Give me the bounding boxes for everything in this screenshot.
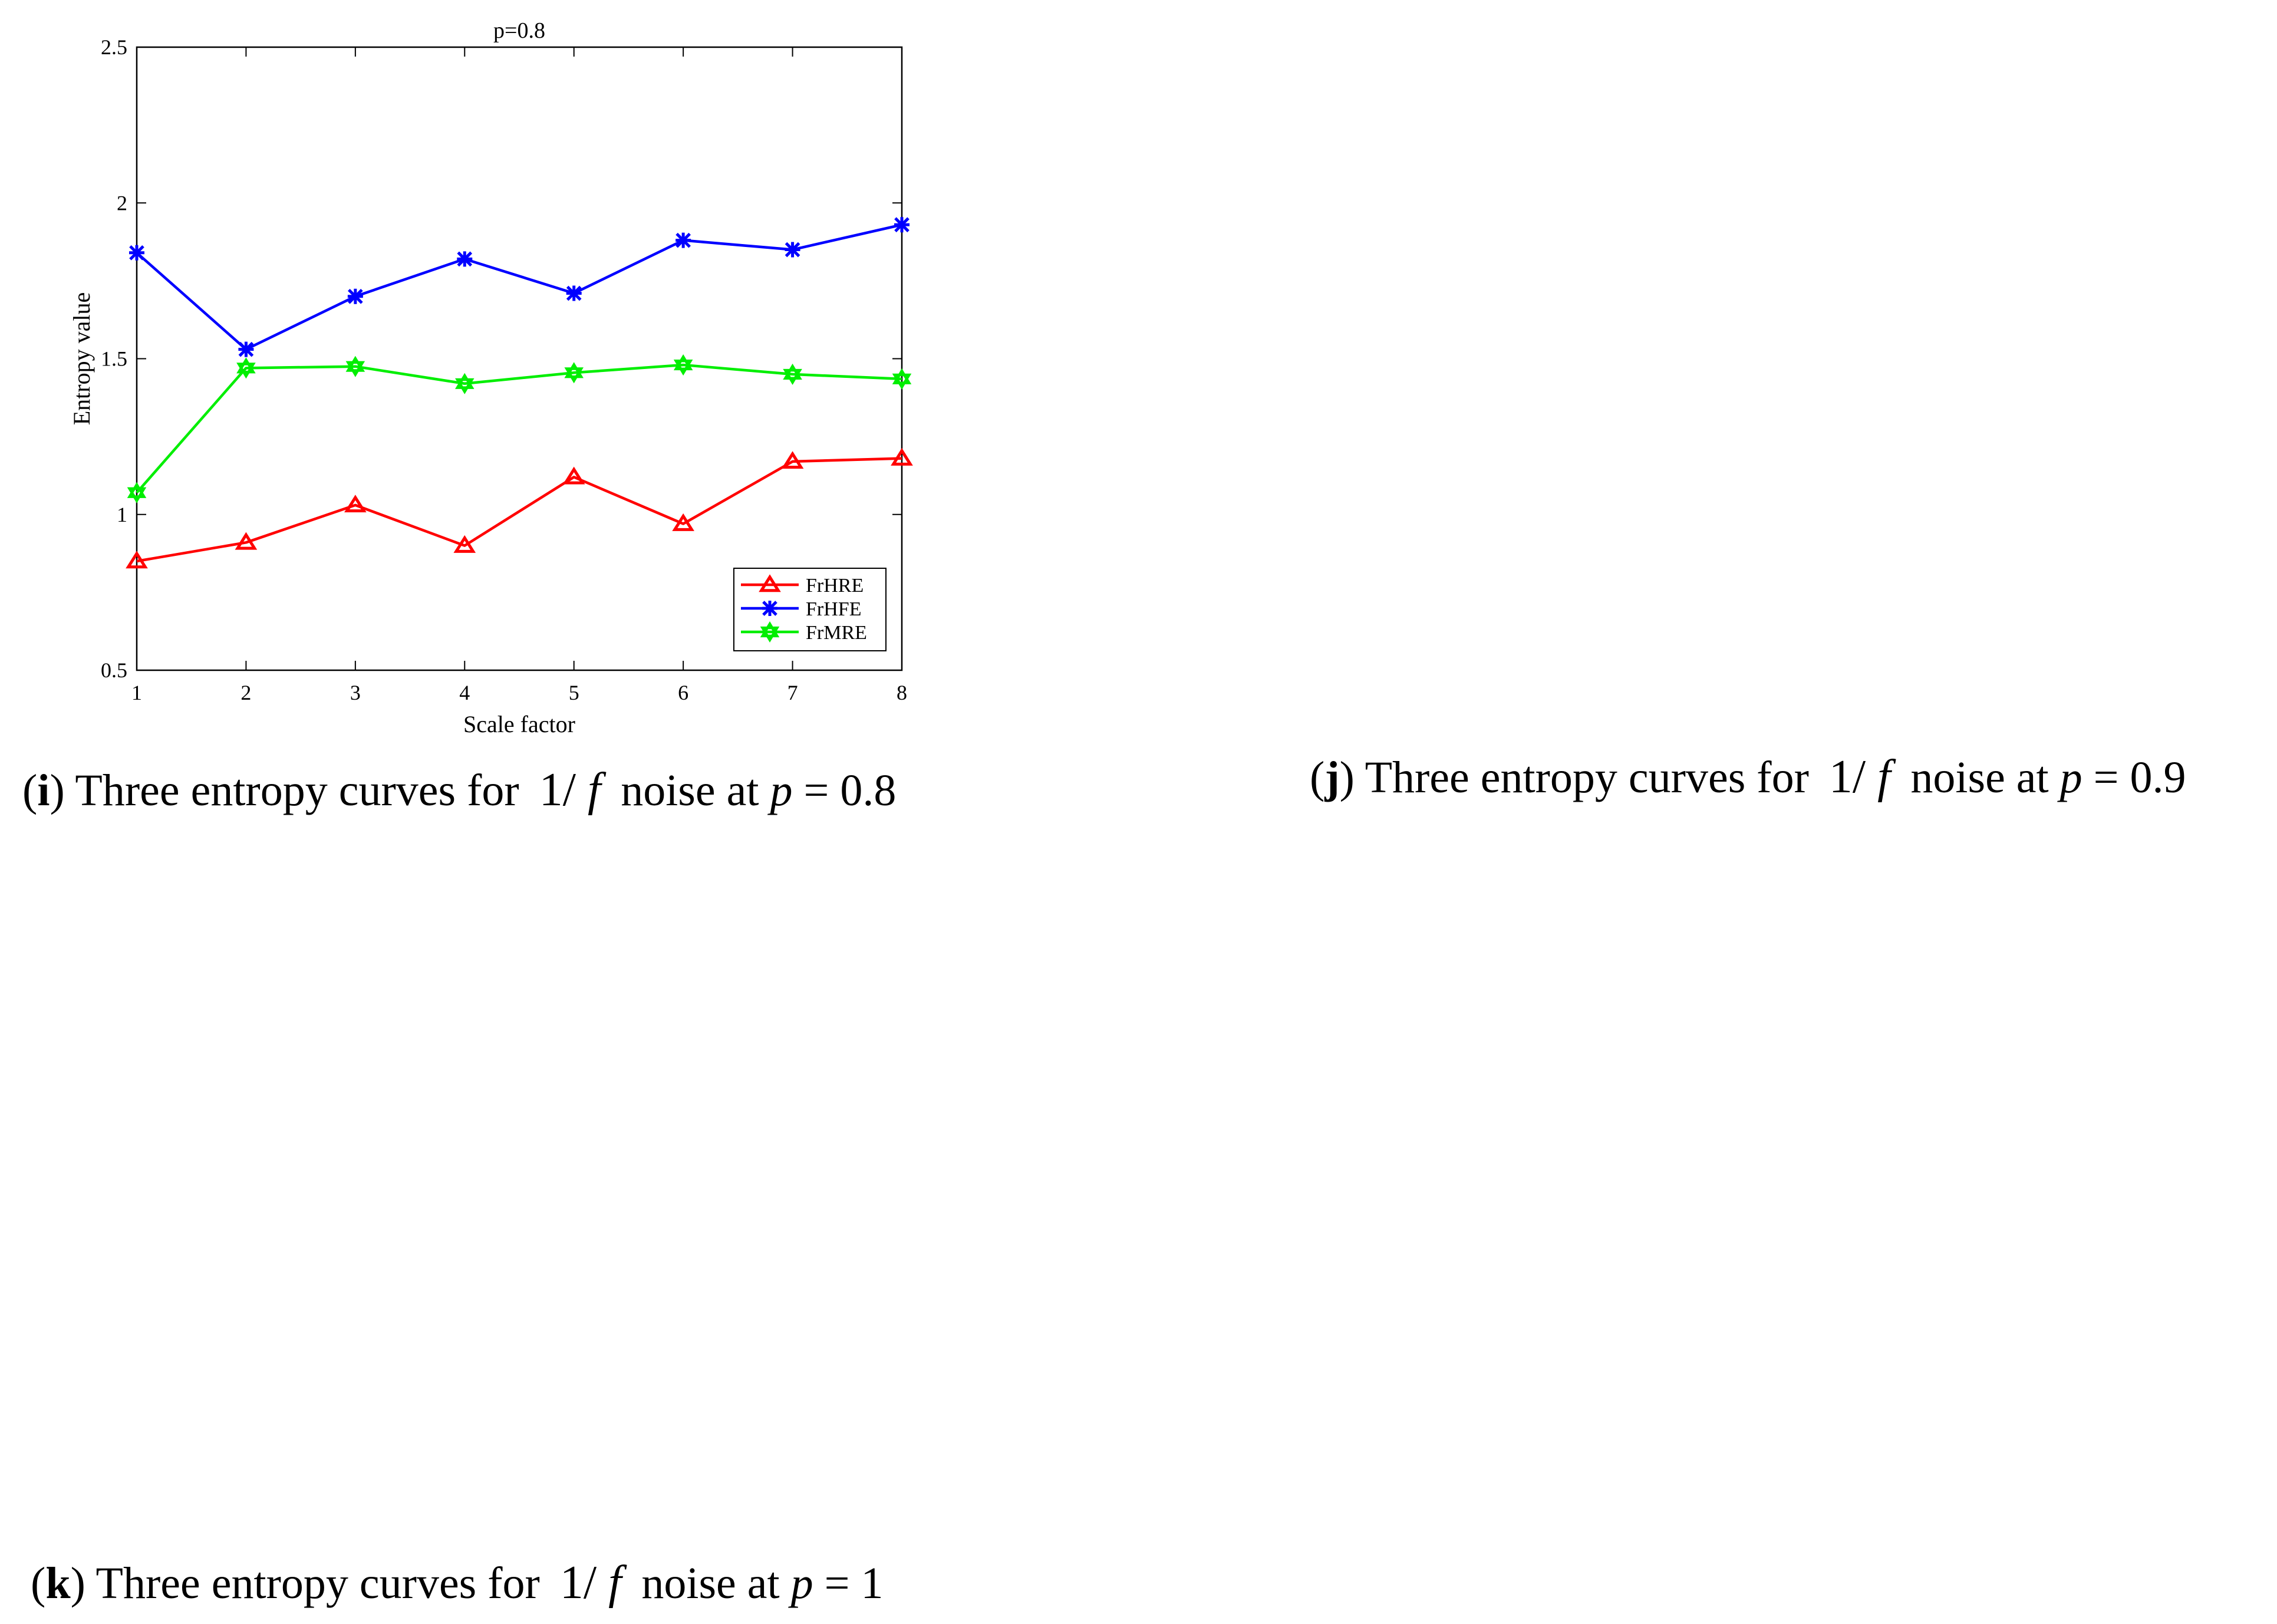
caption-label: i — [37, 766, 50, 815]
data-point-FrMRE — [892, 368, 912, 390]
data-point-FrHRE — [344, 495, 367, 513]
data-point-FrMRE — [564, 362, 584, 384]
caption-text: Three entropy curves for — [1365, 753, 1809, 802]
caption-after: noise at — [621, 766, 759, 815]
caption-eq: = — [824, 1559, 850, 1608]
data-point-FrMRE — [236, 357, 256, 379]
y-tick-label: 0.5 — [101, 658, 127, 682]
x-tick-label: 4 — [459, 681, 470, 704]
caption-i: (i) Three entropy curves for 1/f noise at … — [22, 763, 896, 817]
data-point-FrHRE — [453, 535, 476, 553]
y-tick-label: 1.5 — [101, 347, 127, 371]
x-tick-label: 7 — [787, 681, 798, 704]
caption-open: ( — [1310, 753, 1325, 802]
data-point-FrMRE — [673, 354, 693, 376]
caption-eq: = — [803, 766, 829, 815]
data-point-FrMRE — [455, 373, 474, 394]
y-tick-label: 1 — [117, 503, 127, 526]
legend-label-FrHFE: FrHFE — [806, 598, 861, 620]
legend-marker-FrHFE — [762, 601, 777, 616]
data-point-FrHRE — [672, 513, 694, 531]
data-point-FrMRE — [345, 355, 365, 377]
caption-value: 0.8 — [840, 766, 897, 815]
caption-var: p — [790, 1559, 813, 1608]
data-point-FrHFE — [457, 251, 473, 267]
data-point-FrHFE — [894, 217, 910, 233]
caption-eq: = — [2093, 753, 2119, 802]
x-tick-label: 8 — [897, 681, 907, 704]
legend-label-FrHRE: FrHRE — [806, 575, 864, 597]
legend-label-FrMRE: FrMRE — [806, 622, 867, 644]
data-point-FrHRE — [126, 551, 148, 569]
caption-var: p — [2059, 753, 2082, 802]
legend-marker-FrHRE — [759, 574, 781, 592]
caption-label: k — [45, 1559, 71, 1608]
data-point-FrHFE — [238, 341, 254, 357]
caption-close: ) — [50, 766, 65, 815]
caption-k: (k) Three entropy curves for 1/f noise at … — [31, 1556, 884, 1610]
caption-close: ) — [1339, 753, 1355, 802]
caption-label: j — [1324, 753, 1340, 802]
series-line-FrMRE — [136, 363, 902, 494]
caption-math: 1/f — [1828, 751, 1891, 803]
legend-marker-FrMRE — [760, 621, 780, 643]
y-tick-label: 2 — [117, 191, 127, 215]
data-point-FrHRE — [891, 447, 913, 466]
caption-value: 1 — [861, 1559, 884, 1608]
data-point-FrHFE — [675, 232, 691, 248]
data-point-FrHFE — [566, 285, 582, 301]
series-line-FrHFE — [136, 223, 902, 351]
y-tick-label: 2.5 — [101, 35, 127, 59]
caption-math: 1/f — [559, 1557, 622, 1609]
x-axis-label: Scale factor — [463, 711, 575, 737]
data-point-FrHFE — [785, 242, 800, 258]
series-line-FrHRE — [136, 457, 902, 563]
x-tick-label: 6 — [678, 681, 688, 704]
caption-open: ( — [31, 1559, 46, 1608]
data-point-FrHRE — [562, 466, 585, 485]
data-point-FrHRE — [235, 532, 258, 550]
caption-after: noise at — [1910, 753, 2049, 802]
y-axis-label: Entropy value — [68, 292, 95, 426]
caption-math: 1/f — [539, 764, 601, 816]
chart-title: p=0.8 — [493, 18, 545, 43]
caption-j: (j) Three entropy curves for 1/f noise at … — [1310, 750, 2186, 804]
caption-var: p — [770, 766, 793, 815]
caption-text: Three entropy curves for — [95, 1559, 540, 1608]
caption-close: ) — [70, 1559, 85, 1608]
data-point-FrHRE — [781, 451, 804, 469]
caption-text: Three entropy curves for — [75, 766, 519, 815]
caption-after: noise at — [641, 1559, 780, 1608]
x-tick-label: 5 — [569, 681, 579, 704]
data-point-FrHFE — [129, 245, 144, 261]
x-tick-label: 3 — [350, 681, 361, 704]
caption-open: ( — [22, 766, 38, 815]
x-tick-label: 1 — [131, 681, 142, 704]
data-point-FrMRE — [127, 482, 147, 503]
x-tick-label: 2 — [240, 681, 251, 704]
data-point-FrHFE — [347, 288, 363, 304]
data-point-FrMRE — [783, 363, 802, 385]
caption-value: 0.9 — [2130, 753, 2186, 802]
